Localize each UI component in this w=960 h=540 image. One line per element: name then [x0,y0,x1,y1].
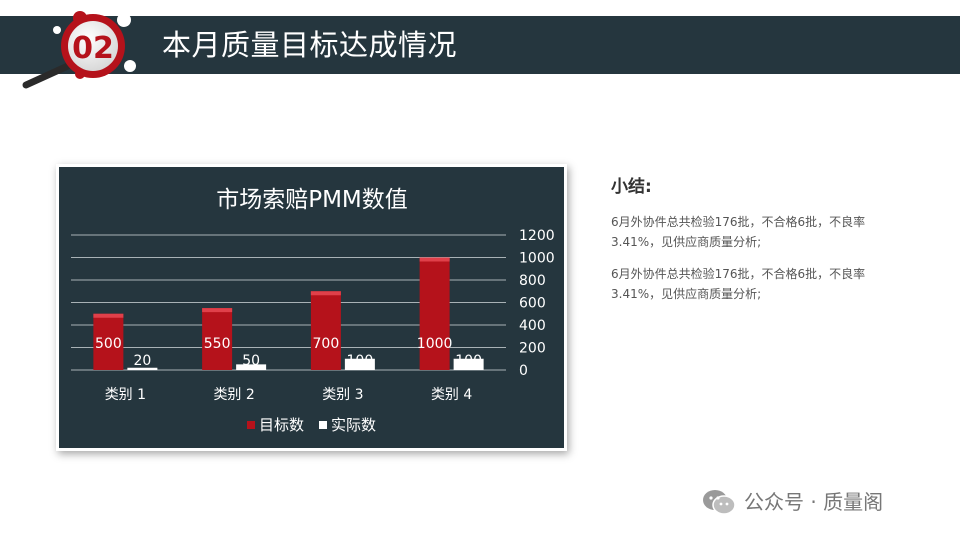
data-label: 500 [95,336,122,352]
y-tick-label: 400 [519,318,546,334]
summary-heading: 小结: [611,177,652,197]
decor-dot-icon [53,26,61,34]
bar-highlight [310,291,341,296]
legend-label: 目标数 [259,416,304,434]
watermark-text: 公众号 · 质量阁 [744,490,884,514]
bar-highlight [93,313,124,318]
y-tick-label: 200 [519,341,546,357]
bar-target [93,313,124,370]
bar-actual [127,367,158,370]
y-tick-label: 600 [519,296,546,312]
data-label: 100 [347,353,374,369]
bar-actual [344,358,375,370]
legend-swatch [319,421,327,429]
data-label: 100 [455,353,482,369]
slide-number: 02 [72,31,114,66]
data-label: 20 [133,353,151,369]
magnifier-lens-icon [68,21,118,71]
magnifier-handle-icon [22,61,74,89]
chart-title: 市场索赔PMM数值 [216,187,408,213]
page-title: 本月质量目标达成情况 [162,28,458,62]
bar-target [310,291,341,370]
bar-chart: 市场索赔PMM数值 0 200 400 600 800 1000 1200 类别 1 500 20… [71,187,555,434]
x-tick-label: 类别 4 [431,387,472,403]
data-label: 700 [313,336,340,352]
data-label: 50 [242,353,260,369]
bar-highlight [419,257,450,262]
data-label: 550 [204,336,231,352]
decor-dot-icon [117,13,131,27]
bar-actual [453,358,484,370]
y-tick-label: 0 [519,363,528,379]
x-tick-label: 类别 2 [213,387,254,403]
legend-label: 实际数 [331,416,376,434]
x-tick-label: 类别 1 [105,387,146,403]
bar-highlight [202,308,233,313]
y-tick-label: 1200 [519,228,555,244]
bar-actual [236,364,267,370]
chart-panel: 市场索赔PMM数值 0 200 400 600 800 1000 1200 类别 1 500 20… [59,167,564,448]
y-tick-label: 800 [519,273,546,289]
bar-target [202,308,233,370]
summary-paragraph: 6月外协件总共检验176批，不合格6批，不良率3.41%，见供应商质量分析; [611,215,866,249]
y-tick-label: 1000 [519,251,555,267]
legend-swatch [247,421,255,429]
bar-target [419,257,450,370]
wechat-icon [703,490,736,515]
data-label: 1000 [417,336,453,352]
magnifier-badge: 02 [22,11,136,89]
header-bar [0,16,960,74]
watermark: 公众号 · 质量阁 [702,486,883,518]
decor-dot-icon [124,60,136,72]
summary-paragraph: 6月外协件总共检验176批，不合格6批，不良率3.41%，见供应商质量分析; [611,267,866,301]
x-tick-label: 类别 3 [322,387,363,403]
